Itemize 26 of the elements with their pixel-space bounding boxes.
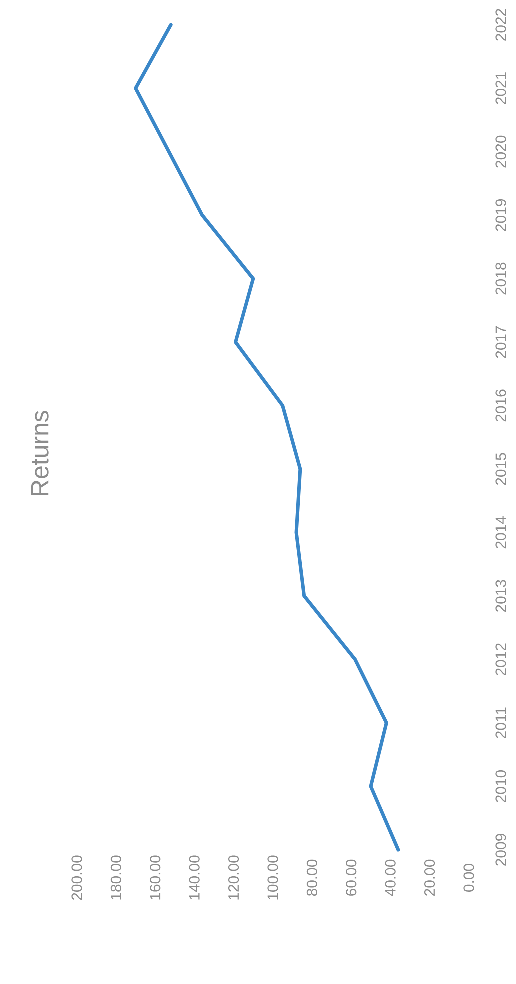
y-tick-label: 2019	[496, 199, 506, 232]
y-tick-label: 2010	[496, 770, 506, 802]
x-tick-label: 140.00	[189, 856, 200, 900]
y-tick-label: 2009	[496, 834, 506, 866]
y-tick-label: 2021	[496, 72, 506, 104]
text: Returns	[31, 411, 49, 496]
x-tick-label: 160.00	[150, 856, 161, 900]
x-tick-label: 180.00	[110, 856, 122, 900]
y-tick-label: 2020	[496, 136, 506, 168]
x-tick-label: 60.00	[346, 860, 357, 896]
y-tick-label: 2013	[496, 580, 506, 612]
x-tick-label: 120.00	[228, 856, 240, 900]
x-tick-label: 40.00	[385, 860, 396, 896]
x-tick-label: 0.00	[464, 864, 474, 892]
x-tick-label: 200.00	[72, 856, 82, 900]
y-tick-label: 2022	[496, 9, 506, 41]
y-tick-label: 2015	[496, 453, 506, 486]
y-tick-label: 2011	[496, 708, 506, 738]
y-tick-label: 2016	[496, 390, 506, 422]
y-tick-label: 2012	[496, 644, 506, 676]
y-tick-label: 2018	[496, 262, 506, 295]
x-tick-label: 80.00	[306, 860, 318, 896]
x-tick-label: 20.00	[424, 860, 436, 896]
y-tick-label: 2017	[496, 326, 506, 358]
x-tick-label: 100.00	[268, 856, 278, 900]
y-tick-label: 2014	[496, 516, 506, 549]
